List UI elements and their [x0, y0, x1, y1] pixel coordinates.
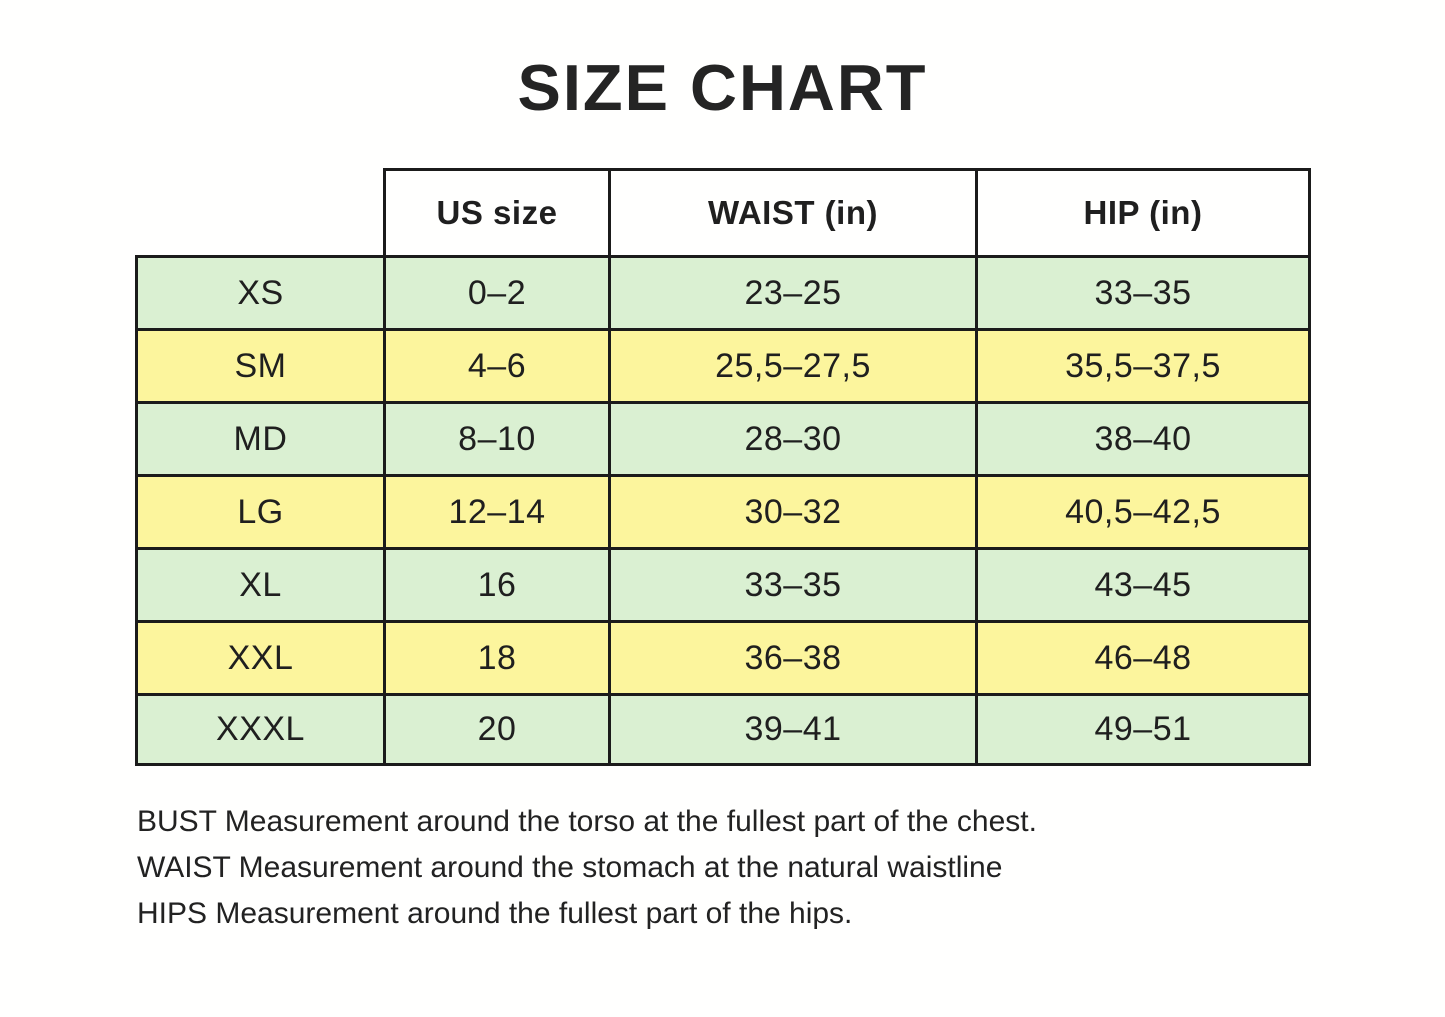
note-bust: BUST Measurement around the torso at the… — [137, 805, 1037, 839]
table-cell: 33–35 — [608, 547, 975, 621]
table-cell: 38–40 — [975, 401, 1311, 475]
table-cell: 8–10 — [383, 401, 608, 475]
size-label-cell: XS — [135, 255, 383, 329]
note-waist: WAIST Measurement around the stomach at … — [137, 851, 1003, 885]
table-cell: 35,5–37,5 — [975, 328, 1311, 402]
table-cell: 20 — [383, 693, 608, 767]
table-cell: 12–14 — [383, 474, 608, 548]
table-cell: 43–45 — [975, 547, 1311, 621]
table-row-xxl: XXL 18 36–38 46–48 — [135, 620, 1311, 694]
size-label-cell: SM — [135, 328, 383, 402]
table-row-xs: XS 0–2 23–25 33–35 — [135, 255, 1311, 329]
table-cell: 28–30 — [608, 401, 975, 475]
table-row-md: MD 8–10 28–30 38–40 — [135, 401, 1311, 475]
size-label-cell: XXL — [135, 620, 383, 694]
size-chart-table: US size WAIST (in) HIP (in) XS 0–2 23–25 33… — [135, 168, 1311, 767]
table-cell: 39–41 — [608, 693, 975, 767]
table-row-lg: LG 12–14 30–32 40,5–42,5 — [135, 474, 1311, 548]
table-row-sm: SM 4–6 25,5–27,5 35,5–37,5 — [135, 328, 1311, 402]
page-title: SIZE CHART — [517, 51, 928, 124]
table-row-xxxl: XXXL 20 39–41 49–51 — [135, 693, 1311, 767]
table-cell: 16 — [383, 547, 608, 621]
measurement-notes: BUST Measurement around the torso at the… — [137, 799, 1445, 937]
table-cell: 40,5–42,5 — [975, 474, 1311, 548]
size-label-cell: XL — [135, 547, 383, 621]
table-body: XS 0–2 23–25 33–35 SM 4–6 25,5–27,5 35,5–37,5 MD… — [135, 255, 1311, 767]
table-cell: 46–48 — [975, 620, 1311, 694]
table-cell: 30–32 — [608, 474, 975, 548]
table-cell: 23–25 — [608, 255, 975, 329]
table-cell: 18 — [383, 620, 608, 694]
size-label-cell: LG — [135, 474, 383, 548]
table-header-row: US size WAIST (in) HIP (in) — [135, 168, 1311, 256]
table-cell: 25,5–27,5 — [608, 328, 975, 402]
table-cell: 33–35 — [975, 255, 1311, 329]
note-hips: HIPS Measurement around the fullest part… — [137, 897, 853, 931]
column-header-us-size: US size — [383, 168, 608, 256]
table-cell: 0–2 — [383, 255, 608, 329]
table-row-xl: XL 16 33–35 43–45 — [135, 547, 1311, 621]
table-cell: 4–6 — [383, 328, 608, 402]
table-cell: 49–51 — [975, 693, 1311, 767]
column-header-waist: WAIST (in) — [608, 168, 975, 256]
column-header-hip: HIP (in) — [975, 168, 1311, 256]
size-chart-page: SIZE CHART US size WAIST (in) HIP (in) X… — [0, 51, 1445, 1017]
table-header-empty-cell — [135, 168, 383, 255]
size-label-cell: MD — [135, 401, 383, 475]
size-label-cell: XXXL — [135, 693, 383, 767]
table-cell: 36–38 — [608, 620, 975, 694]
